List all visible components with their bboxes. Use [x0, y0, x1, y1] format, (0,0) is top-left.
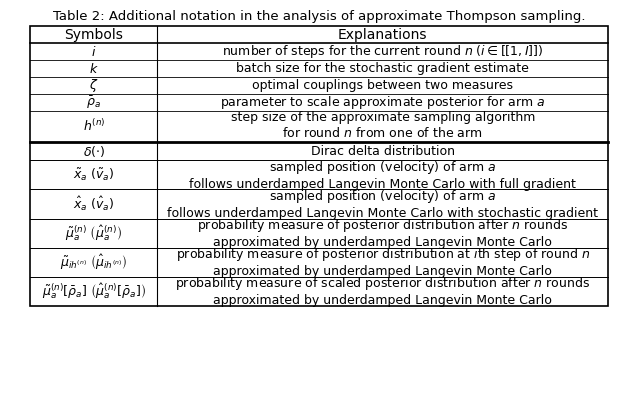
- Text: number of steps for the current round $n$ ($i \in [[1, I]]$): number of steps for the current round $n…: [222, 43, 543, 60]
- Text: sampled position (velocity) of arm $a$
follows underdamped Langevin Monte Carlo : sampled position (velocity) of arm $a$ f…: [189, 159, 576, 191]
- Text: $i$: $i$: [91, 45, 97, 59]
- Text: Dirac delta distribution: Dirac delta distribution: [311, 145, 455, 158]
- Text: $\tilde{x}_a$ $(\tilde{v}_a)$: $\tilde{x}_a$ $(\tilde{v}_a)$: [73, 167, 115, 183]
- Text: parameter to scale approximate posterior for arm $a$: parameter to scale approximate posterior…: [220, 94, 545, 111]
- Text: $h^{(n)}$: $h^{(n)}$: [83, 118, 105, 134]
- Text: batch size for the stochastic gradient estimate: batch size for the stochastic gradient e…: [236, 62, 529, 75]
- Text: $k$: $k$: [89, 62, 99, 76]
- Text: $\delta(\cdot)$: $\delta(\cdot)$: [83, 144, 105, 160]
- Bar: [30, 26, 608, 306]
- Text: Explanations: Explanations: [338, 28, 428, 42]
- Text: $\tilde{\mu}_a^{(n)}[\bar{\rho}_a]$ $\left(\hat{\mu}_a^{(n)}[\bar{\rho}_a]\right: $\tilde{\mu}_a^{(n)}[\bar{\rho}_a]$ $\le…: [42, 282, 146, 301]
- Text: optimal couplings between two measures: optimal couplings between two measures: [252, 79, 513, 92]
- Text: step size of the approximate sampling algorithm
for round $n$ from one of the ar: step size of the approximate sampling al…: [230, 111, 535, 140]
- Text: sampled position (velocity) of arm $a$
follows underdamped Langevin Monte Carlo : sampled position (velocity) of arm $a$ f…: [167, 188, 598, 220]
- Text: probability measure of posterior distribution after $n$ rounds
approximated by u: probability measure of posterior distrib…: [197, 217, 568, 249]
- Text: Symbols: Symbols: [65, 28, 124, 42]
- Text: $\hat{x}_a$ $(\hat{v}_a)$: $\hat{x}_a$ $(\hat{v}_a)$: [73, 195, 115, 213]
- Text: probability measure of scaled posterior distribution after $n$ rounds
approximat: probability measure of scaled posterior …: [175, 275, 590, 307]
- Text: $\tilde{\mu}_a^{(n)}$ $\left(\hat{\mu}_a^{(n)}\right)$: $\tilde{\mu}_a^{(n)}$ $\left(\hat{\mu}_a…: [65, 223, 122, 243]
- Text: $\bar{\rho}_a$: $\bar{\rho}_a$: [86, 95, 101, 111]
- Text: Table 2: Additional notation in the analysis of approximate Thompson sampling.: Table 2: Additional notation in the anal…: [53, 10, 586, 23]
- Text: $\zeta$: $\zeta$: [89, 77, 99, 94]
- Text: probability measure of posterior distribution at $i$th step of round $n$
approxi: probability measure of posterior distrib…: [175, 246, 590, 278]
- Text: $\tilde{\mu}_{ih^{(n)}}$ $\left(\hat{\mu}_{ih^{(n)}}\right)$: $\tilde{\mu}_{ih^{(n)}}$ $\left(\hat{\mu…: [60, 252, 127, 272]
